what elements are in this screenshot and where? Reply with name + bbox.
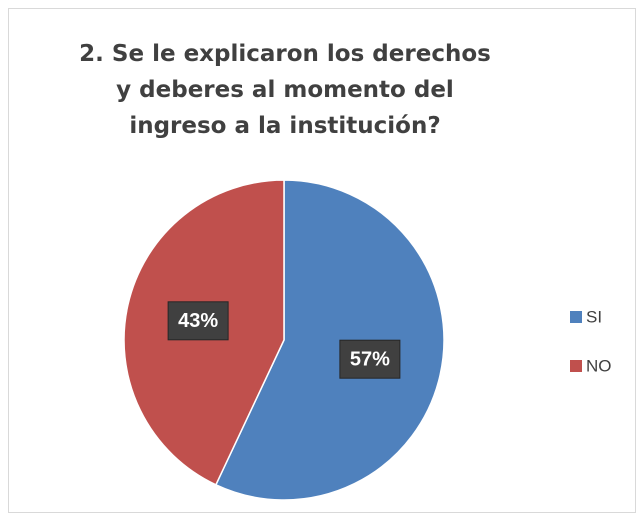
data-label: 43%	[178, 310, 218, 332]
chart-title: 2. Se le explicaron los derechos y deber…	[79, 41, 491, 139]
data-label-box	[339, 339, 401, 379]
legend-label: NO	[586, 356, 612, 375]
data-label-box	[167, 301, 229, 341]
pie-slice	[214, 179, 445, 501]
legend-swatch	[570, 360, 582, 372]
legend-label: SI	[586, 307, 602, 326]
legend-swatch	[570, 311, 582, 323]
data-label: 57%	[350, 348, 390, 370]
